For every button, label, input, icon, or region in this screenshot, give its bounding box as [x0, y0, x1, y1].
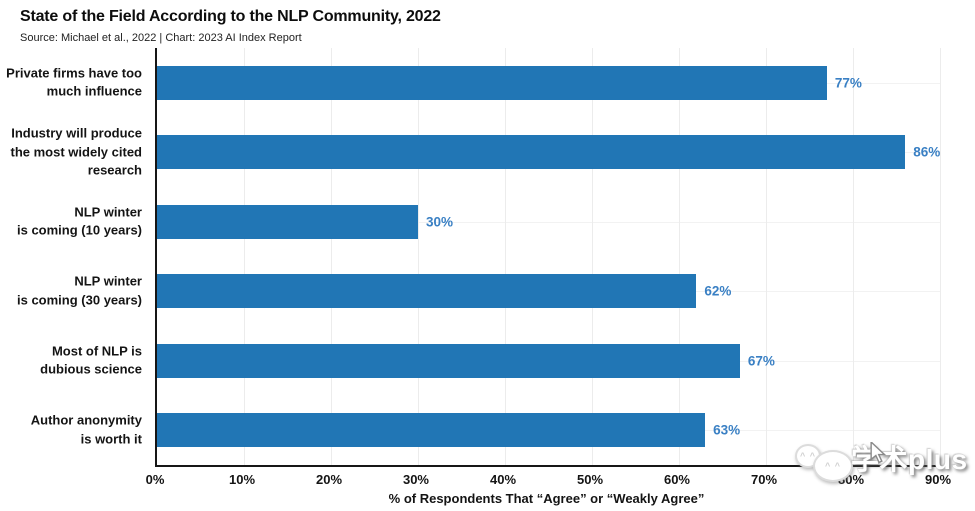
category-label: Most of NLP is dubious science — [40, 343, 142, 377]
watermark-text: 学术plus — [851, 444, 968, 475]
category-axis: Private firms have too much influence Ind… — [0, 48, 148, 465]
gridline-vertical — [505, 48, 506, 465]
x-tick-label: 40% — [489, 472, 517, 487]
gridline-vertical — [766, 48, 767, 465]
bar — [157, 274, 697, 309]
bar — [157, 343, 740, 378]
gridline-vertical — [244, 48, 245, 465]
x-tick-label: 10% — [228, 472, 256, 487]
x-tick-label: 0% — [145, 472, 165, 487]
x-tick-label: 90% — [924, 472, 952, 487]
gridline-vertical — [678, 48, 680, 465]
bar-value-label: 86% — [913, 144, 941, 160]
chart-title: State of the Field According to the NLP … — [20, 8, 441, 25]
gridline-vertical — [940, 48, 941, 465]
bar — [157, 135, 906, 170]
bar — [157, 65, 827, 100]
category-label: NLP winter is coming (10 years) — [17, 204, 142, 238]
gridline-vertical — [417, 48, 419, 465]
x-tick-label: 60% — [663, 472, 690, 487]
plot-area: 77% 86% 30% 62% 67% 63% — [155, 48, 941, 467]
category-label: Private firms have too much influence — [6, 65, 142, 99]
bar-value-label: 30% — [425, 214, 454, 230]
x-tick-label: 70% — [750, 472, 778, 487]
gridline-vertical — [331, 48, 332, 465]
bar-value-label: 62% — [704, 283, 732, 299]
x-axis-ticks: 0% 10% 20% 30% 40% 50% 60% 70% 80% 90% — [146, 472, 951, 488]
bar-value-label: 77% — [834, 75, 862, 91]
x-tick-label: 50% — [576, 472, 604, 487]
gridline-vertical — [853, 48, 854, 465]
chart-source-caption: Source: Michael et al., 2022 | Chart: 20… — [20, 32, 302, 44]
category-label: NLP winter is coming (30 years) — [17, 273, 142, 308]
wechat-bubble-icon: ^ ^ — [813, 450, 853, 482]
category-label: Author anonymity is worth it — [30, 412, 142, 447]
x-axis-title: % of Respondents That “Agree” or “Weakly… — [388, 491, 705, 506]
x-tick-label: 30% — [402, 472, 429, 487]
gridline-horizontal — [157, 221, 940, 223]
bar-value-label: 67% — [747, 353, 775, 369]
bar-value-label: 63% — [713, 422, 741, 438]
x-tick-label: 20% — [315, 472, 343, 487]
gridline-vertical — [592, 48, 593, 465]
watermark: ^ ^ ^ ^ 学术plus — [791, 434, 967, 486]
bar — [157, 204, 418, 239]
bar — [157, 413, 706, 448]
cursor-icon — [870, 442, 887, 464]
category-label: Industry will produce the most widely ci… — [10, 125, 142, 178]
